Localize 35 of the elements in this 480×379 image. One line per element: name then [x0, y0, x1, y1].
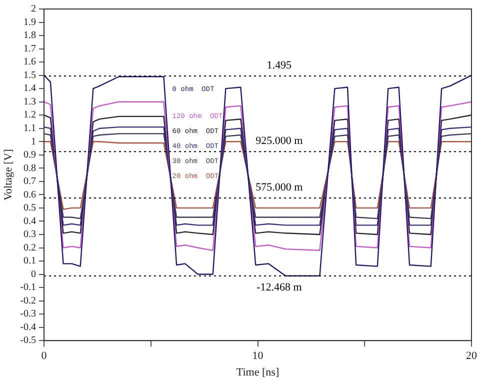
y-tick-label: 1.9	[24, 16, 36, 28]
y-tick-label: -0.3	[20, 308, 36, 320]
y-axis-title: Voltage [V]	[2, 149, 14, 201]
y-tick-label: 1.8	[24, 30, 36, 42]
y-tick-label: 1.2	[24, 110, 36, 121]
y-tick-label: 1.5	[24, 70, 36, 81]
y-tick-label: 0.9	[24, 150, 36, 161]
x-tick-label: 0	[41, 350, 48, 362]
y-tick-label: 1	[31, 136, 36, 148]
x-axis-title: Time [ns]	[236, 366, 280, 378]
y-tick-label: -0.2	[20, 295, 36, 306]
y-tick-label: 0.8	[24, 162, 36, 174]
y-tick-label: 2	[31, 4, 36, 15]
y-tick-label: 0.5	[24, 202, 36, 214]
y-tick-label: 1.6	[24, 56, 36, 68]
ref-line-label: 925.000 m	[256, 134, 304, 147]
y-tick-label: 0.2	[24, 242, 36, 254]
y-tick-label: 0	[31, 268, 36, 280]
y-tick-label: -0.4	[20, 322, 36, 333]
y-tick-label: 1.7	[24, 43, 36, 54]
y-tick-label: -0.5	[20, 335, 36, 346]
y-tick-label: 0.3	[24, 229, 36, 240]
x-tick-label: 20	[466, 350, 478, 362]
y-tick-label: 0.4	[24, 216, 36, 227]
ref-line-label: 575.000 m	[256, 181, 304, 194]
y-tick-label: -0.1	[20, 282, 36, 294]
ref-line-label: -12.468 m	[256, 281, 302, 294]
y-tick-label: 0.6	[24, 189, 36, 200]
ref-line-label: 1.495	[266, 59, 292, 72]
y-tick-label: 1.4	[24, 83, 36, 94]
y-tick-label: 0.7	[24, 176, 36, 188]
x-tick-label: 10	[252, 350, 264, 362]
y-tick-label: 0.1	[24, 256, 36, 267]
y-tick-label: 1.3	[24, 96, 36, 108]
y-tick-label: 1.1	[24, 123, 36, 134]
